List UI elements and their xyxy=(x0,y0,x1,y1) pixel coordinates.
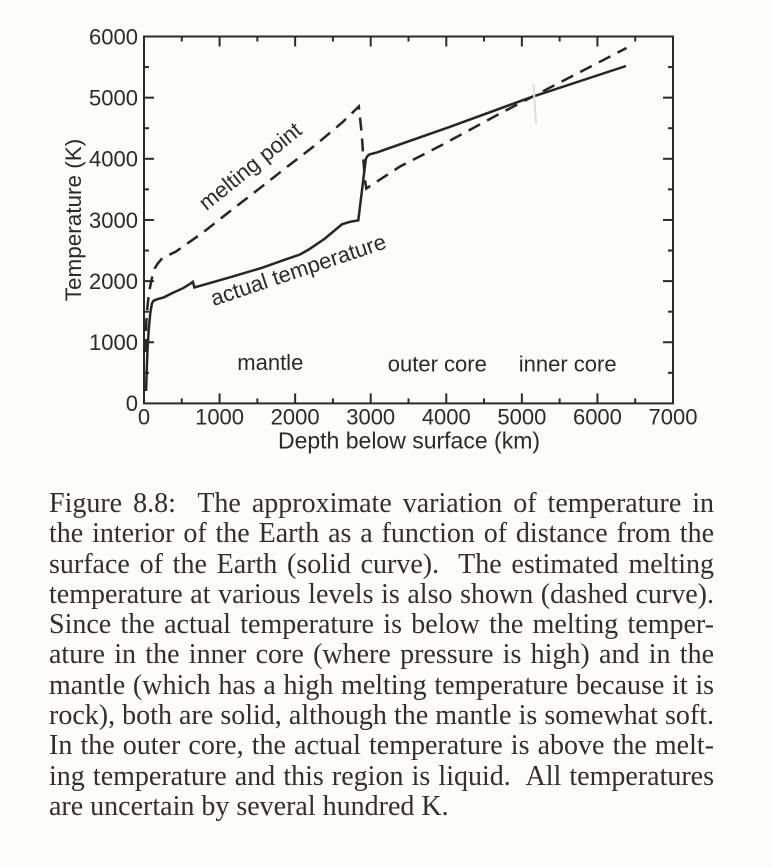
svg-text:2000: 2000 xyxy=(89,269,138,294)
svg-text:0: 0 xyxy=(138,405,150,430)
svg-text:6000: 6000 xyxy=(573,405,622,430)
svg-text:6000: 6000 xyxy=(89,24,138,49)
svg-text:actual temperature: actual temperature xyxy=(207,229,389,311)
svg-text:4000: 4000 xyxy=(89,147,138,172)
svg-text:0: 0 xyxy=(126,391,138,416)
svg-text:5000: 5000 xyxy=(497,405,546,430)
svg-text:2000: 2000 xyxy=(271,405,320,430)
svg-text:Depth below surface (km): Depth below surface (km) xyxy=(278,428,540,454)
svg-text:7000: 7000 xyxy=(649,405,698,430)
svg-text:5000: 5000 xyxy=(89,85,138,110)
svg-text:outer core: outer core xyxy=(388,352,487,377)
svg-text:1000: 1000 xyxy=(195,405,244,430)
svg-text:Temperature (K): Temperature (K) xyxy=(61,139,86,302)
svg-text:3000: 3000 xyxy=(346,405,395,430)
svg-text:mantle: mantle xyxy=(237,350,303,375)
svg-text:1000: 1000 xyxy=(89,330,138,355)
svg-text:inner core: inner core xyxy=(519,352,617,377)
svg-text:4000: 4000 xyxy=(422,405,471,430)
svg-text:3000: 3000 xyxy=(89,208,138,233)
